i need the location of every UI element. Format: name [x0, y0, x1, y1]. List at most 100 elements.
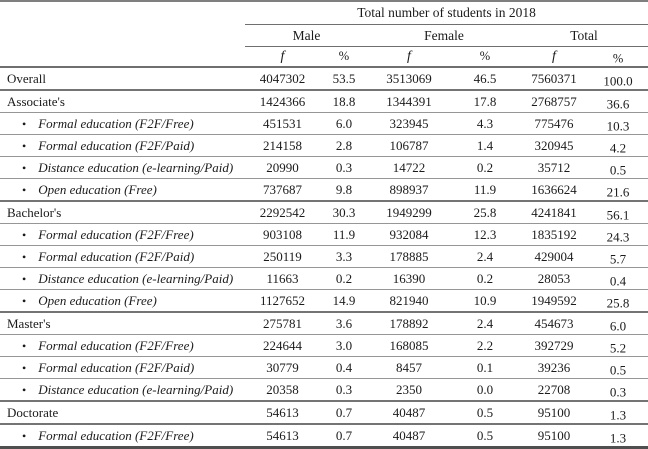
- row-label-text: Bachelor's: [7, 204, 62, 220]
- bullet-icon: •: [22, 227, 27, 242]
- table-row: • Formal education (F2F/Free) 903108 11.9 93…: [0, 223, 648, 246]
- table-row: • Distance education (e-learning/Paid) 116…: [0, 267, 648, 290]
- row-label-text: Formal education (F2F/Free): [38, 115, 194, 131]
- row-label-text: Overall: [7, 70, 46, 86]
- bullet-icon: •: [22, 116, 27, 131]
- table-title: Total number of students in 2018: [245, 1, 648, 25]
- column-header-total-f: f: [520, 46, 588, 68]
- cell-value: 0.2: [450, 156, 520, 179]
- row-label-text: Doctorate: [7, 404, 59, 420]
- cell-value: 39236: [520, 356, 588, 379]
- bullet-icon: •: [22, 271, 27, 286]
- cell-value: 35712: [520, 156, 588, 179]
- row-label-text: Open education (Free): [38, 292, 157, 308]
- cell-value: 903108: [245, 223, 320, 246]
- row-label-item: • Distance education (e-learning/Paid): [0, 267, 245, 290]
- cell-value: 11663: [245, 267, 320, 290]
- cell-value: 0.0: [450, 378, 520, 401]
- table-row: • Open education (Free) 1127652 14.9 821940 1…: [0, 289, 648, 312]
- cell-value: 4.3: [450, 112, 520, 135]
- cell-value: 2768757: [520, 89, 588, 113]
- row-label-item: • Open education (Free): [0, 289, 245, 312]
- cell-value: 0.4: [588, 267, 648, 290]
- cell-value: 168085: [368, 334, 450, 357]
- cell-value: 178892: [368, 311, 450, 335]
- cell-value: 53.5: [320, 66, 368, 90]
- cell-value: 323945: [368, 112, 450, 135]
- bullet-icon: •: [22, 293, 27, 308]
- cell-value: 2292542: [245, 200, 320, 224]
- cell-value: 4.2: [588, 134, 648, 157]
- cell-value: 0.2: [450, 267, 520, 290]
- cell-value: 30.3: [320, 200, 368, 224]
- cell-value: 3.6: [320, 311, 368, 335]
- row-label-text: Formal education (F2F/Free): [38, 226, 194, 242]
- cell-value: 821940: [368, 289, 450, 312]
- cell-value: 4047302: [245, 66, 320, 90]
- row-label-text: Open education (Free): [38, 181, 157, 197]
- row-label-category: Doctorate: [0, 400, 245, 424]
- column-header-total-pct: %: [588, 46, 648, 68]
- cell-value: 7560371: [520, 66, 588, 90]
- cell-value: 12.3: [450, 223, 520, 246]
- column-header-male-pct: %: [320, 46, 368, 68]
- column-header-total: Total: [520, 24, 648, 47]
- row-label-text: Formal education (F2F/Paid): [38, 248, 195, 264]
- cell-value: 429004: [520, 245, 588, 268]
- title-row: Total number of students in 2018: [0, 1, 648, 25]
- row-label-item: • Distance education (e-learning/Paid): [0, 156, 245, 179]
- cell-value: 95100: [520, 400, 588, 424]
- row-label-item: • Formal education (F2F/Free): [0, 423, 245, 448]
- table-row: Doctorate 54613 0.7 40487 0.5 95100 1.3: [0, 400, 648, 424]
- cell-value: 1.3: [588, 400, 648, 424]
- subheader-row: f % f % f %: [0, 46, 648, 68]
- cell-value: 2.2: [450, 334, 520, 357]
- cell-value: 100.0: [588, 66, 648, 90]
- bullet-icon: •: [22, 249, 27, 264]
- row-label-item: • Formal education (F2F/Paid): [0, 245, 245, 268]
- cell-value: 0.2: [320, 267, 368, 290]
- table-row: Bachelor's 2292542 30.3 1949299 25.8 4241841 5…: [0, 200, 648, 224]
- row-label-item: • Open education (Free): [0, 178, 245, 201]
- table-row: • Formal education (F2F/Paid) 214158 2.8 106…: [0, 134, 648, 157]
- column-header-female-pct: %: [450, 46, 520, 68]
- table-row: Overall 4047302 53.5 3513069 46.5 7560371 100.…: [0, 66, 648, 90]
- cell-value: 10.9: [450, 289, 520, 312]
- cell-value: 0.7: [320, 423, 368, 448]
- cell-value: 1127652: [245, 289, 320, 312]
- bullet-icon: •: [22, 160, 27, 175]
- cell-value: 0.3: [320, 378, 368, 401]
- cell-value: 178885: [368, 245, 450, 268]
- cell-value: 25.8: [588, 289, 648, 312]
- cell-value: 24.3: [588, 223, 648, 246]
- empty-corner-cell: [0, 1, 245, 25]
- cell-value: 1.3: [588, 423, 648, 448]
- table-body: Overall 4047302 53.5 3513069 46.5 7560371 100.…: [0, 66, 648, 448]
- cell-value: 2.8: [320, 134, 368, 157]
- row-label-category: Master's: [0, 311, 245, 335]
- cell-value: 454673: [520, 311, 588, 335]
- cell-value: 22708: [520, 378, 588, 401]
- empty-corner-cell: [0, 25, 245, 47]
- cell-value: 1424366: [245, 89, 320, 113]
- cell-value: 4241841: [520, 200, 588, 224]
- cell-value: 54613: [245, 423, 320, 448]
- cell-value: 21.6: [588, 178, 648, 201]
- cell-value: 14.9: [320, 289, 368, 312]
- cell-value: 106787: [368, 134, 450, 157]
- cell-value: 451531: [245, 112, 320, 135]
- row-label-text: Distance education (e-learning/Paid): [38, 159, 234, 175]
- bullet-icon: •: [22, 428, 27, 443]
- bullet-icon: •: [22, 382, 27, 397]
- row-label-item: • Formal education (F2F/Free): [0, 334, 245, 357]
- cell-value: 250119: [245, 245, 320, 268]
- cell-value: 0.7: [320, 400, 368, 424]
- cell-value: 2.4: [450, 245, 520, 268]
- table-row: • Formal education (F2F/Free) 54613 0.7 4048…: [0, 423, 648, 448]
- cell-value: 3.3: [320, 245, 368, 268]
- cell-value: 2350: [368, 378, 450, 401]
- cell-value: 3513069: [368, 66, 450, 90]
- cell-value: 95100: [520, 423, 588, 448]
- row-label-category: Overall: [0, 66, 245, 90]
